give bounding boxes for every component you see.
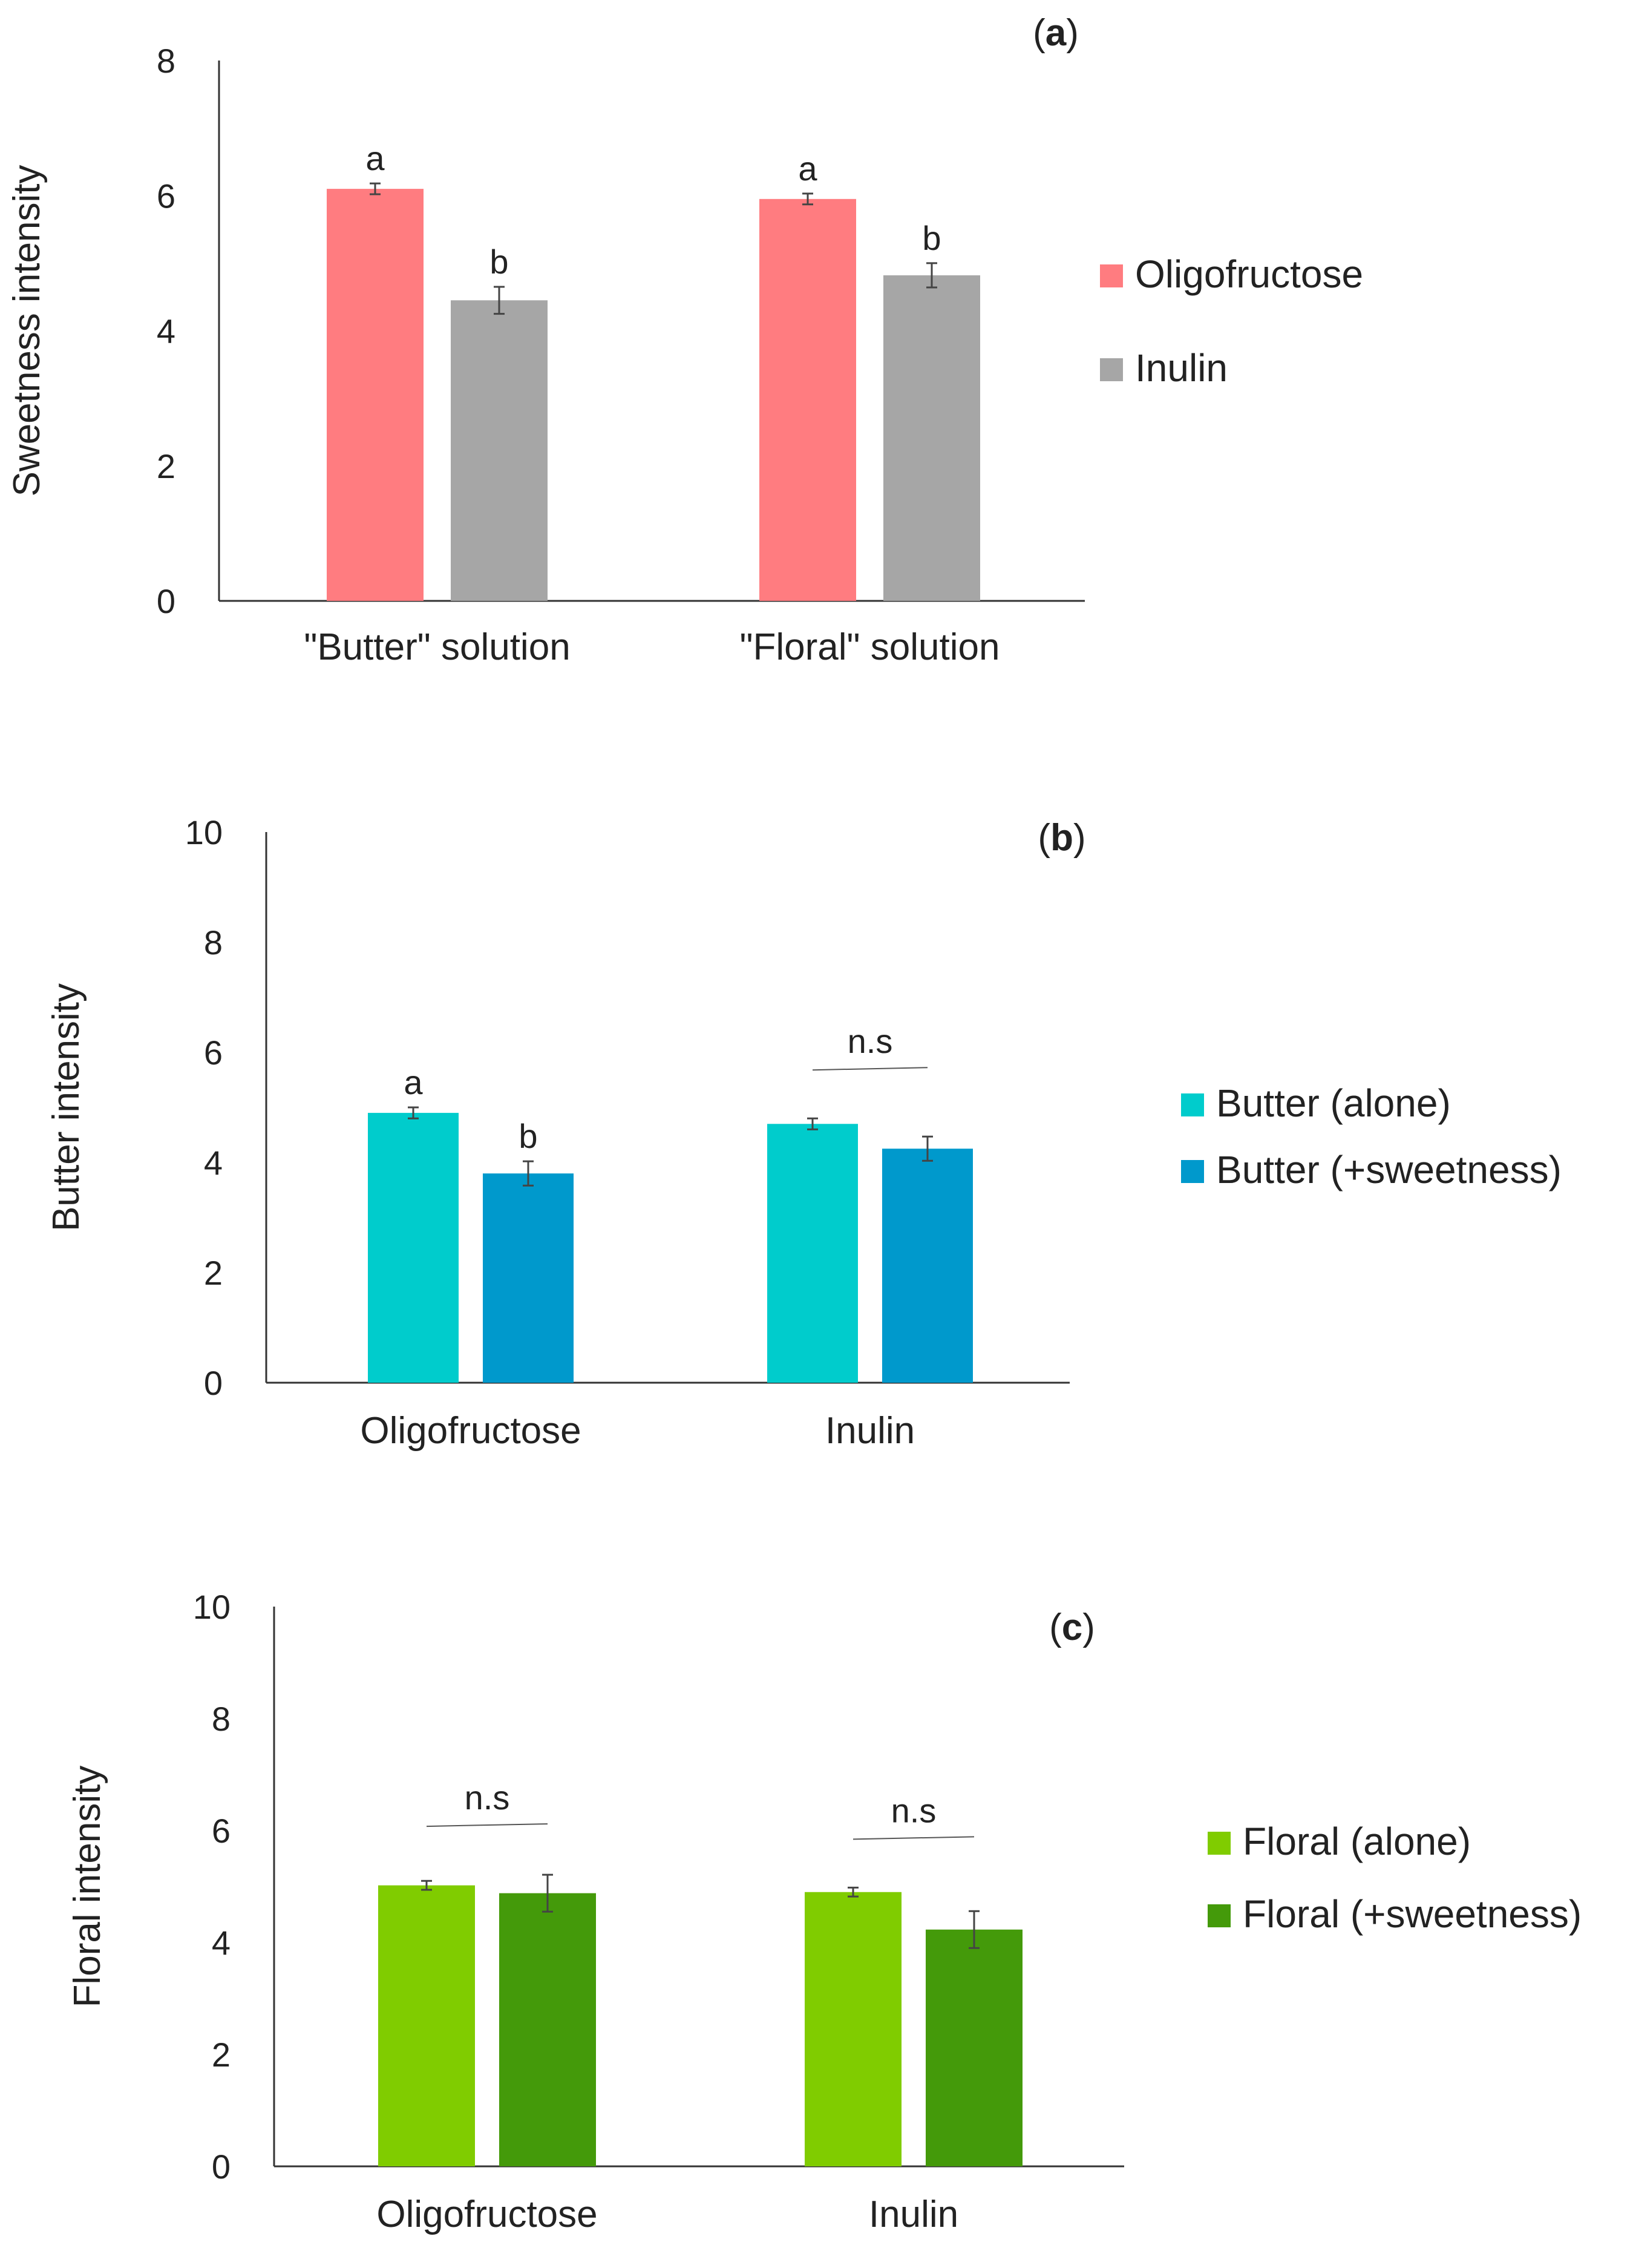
- y-tick-label: 8: [212, 1700, 231, 1738]
- ns-label: n.s: [891, 1791, 937, 1829]
- bar: [805, 1892, 902, 2166]
- panel-letter: b: [1050, 817, 1073, 859]
- legend-label: Floral (+sweetness): [1243, 1892, 1582, 1936]
- bar: [368, 1113, 459, 1383]
- panel-label: (b): [1038, 817, 1085, 859]
- ns-label: n.s: [465, 1778, 510, 1817]
- y-tick-label: 10: [185, 813, 223, 851]
- ns-bracket-line: [812, 1067, 928, 1071]
- x-category-label: Inulin: [869, 2194, 958, 2235]
- y-tick-label: 2: [212, 2036, 231, 2074]
- chart-panel-b: 0 2 4 6 8 10 Butter intensity (b) Oligofructose I…: [45, 813, 1562, 1452]
- bar: [767, 1124, 858, 1383]
- y-tick-label: 0: [212, 2148, 231, 2186]
- bar: [327, 189, 424, 601]
- chart-panel-a: 0 2 4 6 8 Sweetness intensity (a) "Butter" solu…: [6, 12, 1363, 668]
- legend-swatch: [1100, 264, 1123, 287]
- y-tick-label: 0: [204, 1364, 223, 1402]
- bar: [759, 198, 856, 601]
- panel-letter: a: [1046, 12, 1067, 54]
- y-tick-label: 8: [157, 42, 175, 80]
- legend-label: Butter (+sweetness): [1216, 1148, 1562, 1191]
- y-tick-label: 0: [157, 582, 175, 620]
- legend-swatch: [1100, 358, 1123, 381]
- panel-label: (c): [1049, 1607, 1095, 1648]
- bar: [451, 300, 548, 601]
- bar: [882, 1149, 973, 1383]
- x-category-label: Oligofructose: [376, 2194, 597, 2235]
- y-tick-label: 6: [212, 1812, 231, 1850]
- legend-swatch: [1208, 1832, 1231, 1855]
- y-tick-label: 2: [157, 447, 175, 485]
- y-axis-label: Butter intensity: [45, 983, 87, 1231]
- x-category-label: "Floral" solution: [740, 626, 1000, 668]
- y-tick-label: 4: [157, 312, 175, 350]
- bar: [499, 1893, 596, 2166]
- x-category-label: Inulin: [825, 1410, 915, 1452]
- bar: [926, 1929, 1023, 2166]
- ns-bracket-line: [426, 1823, 548, 1827]
- y-axis-label: Floral intensity: [67, 1766, 108, 2008]
- chart-panel-c: 0 2 4 6 8 10 Floral intensity (c) Oligofructose I…: [67, 1588, 1582, 2235]
- panel-label: (a): [1033, 12, 1079, 54]
- legend-swatch: [1181, 1093, 1204, 1116]
- x-category-label: Oligofructose: [360, 1410, 581, 1452]
- y-tick-label: 10: [193, 1588, 231, 1626]
- x-category-label: "Butter" solution: [304, 626, 570, 668]
- bar: [378, 1885, 475, 2166]
- significance-letter: b: [489, 243, 508, 281]
- legend-label: Butter (alone): [1216, 1081, 1451, 1125]
- legend-label: Inulin: [1135, 346, 1228, 390]
- legend-swatch: [1181, 1160, 1204, 1183]
- y-tick-label: 2: [204, 1254, 223, 1292]
- y-tick-label: 8: [204, 923, 223, 962]
- ns-bracket-line: [852, 1836, 975, 1840]
- legend-label: Floral (alone): [1243, 1820, 1471, 1863]
- y-axis-label: Sweetness intensity: [6, 165, 48, 497]
- panel-letter: c: [1062, 1607, 1082, 1648]
- ns-label: n.s: [848, 1022, 893, 1060]
- significance-letter: a: [365, 139, 385, 177]
- significance-letter: b: [922, 219, 941, 257]
- bar: [883, 275, 980, 601]
- bar: [483, 1173, 574, 1383]
- legend-swatch: [1208, 1904, 1231, 1927]
- significance-letter: a: [404, 1063, 423, 1101]
- significance-letter: a: [798, 149, 817, 188]
- y-tick-label: 6: [204, 1034, 223, 1072]
- y-tick-label: 4: [212, 1924, 231, 1962]
- y-tick-label: 6: [157, 177, 175, 215]
- y-tick-label: 4: [204, 1144, 223, 1182]
- legend-label: Oligofructose: [1135, 252, 1363, 296]
- significance-letter: b: [519, 1117, 537, 1155]
